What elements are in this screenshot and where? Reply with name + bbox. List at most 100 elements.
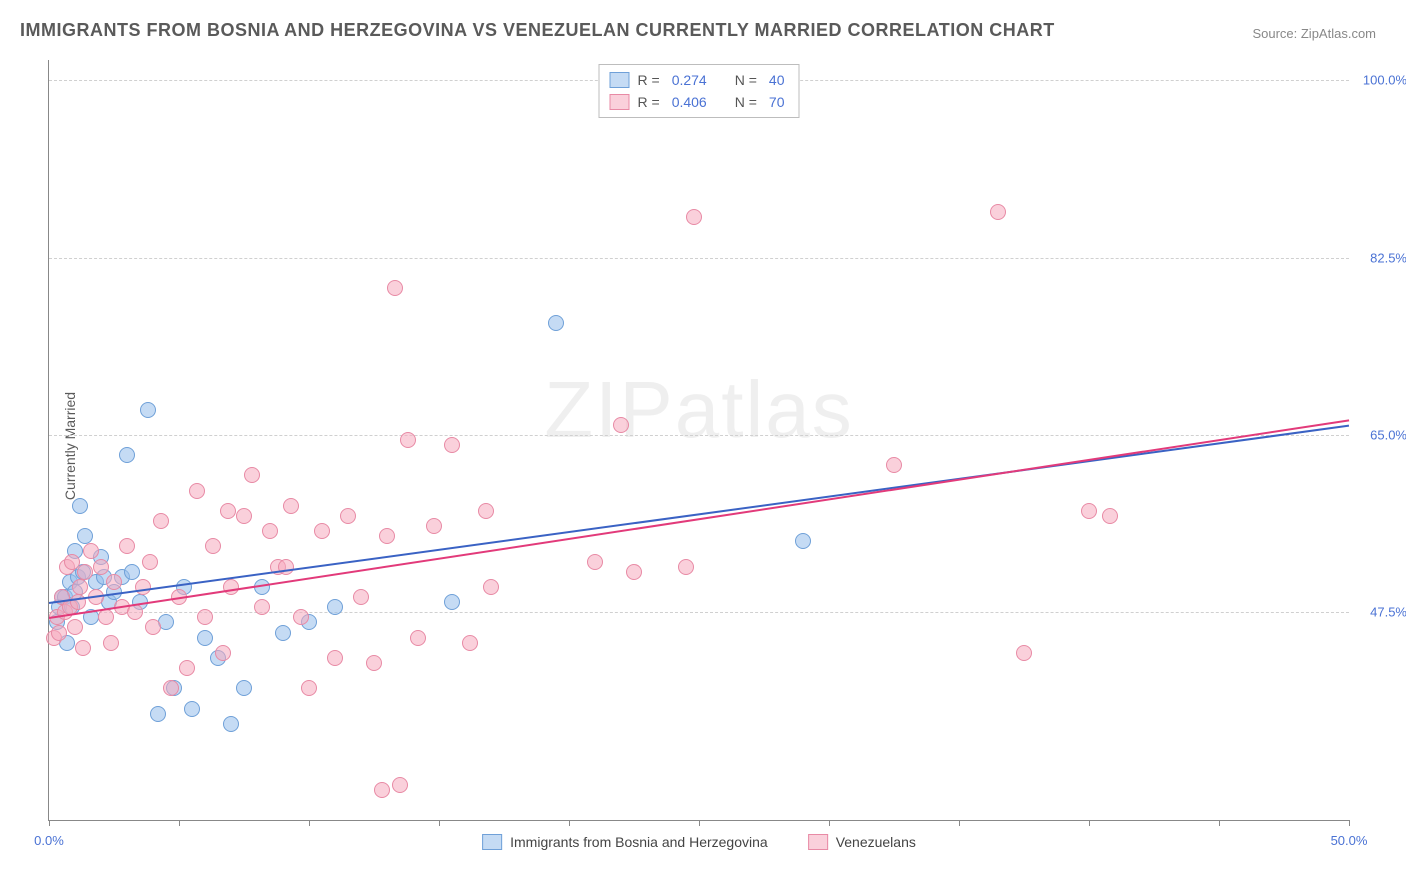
scatter-point-venezuelan [205, 538, 221, 554]
legend-r-value: 0.274 [672, 69, 707, 91]
scatter-point-venezuelan [145, 619, 161, 635]
legend-swatch [482, 834, 502, 850]
scatter-point-venezuelan [444, 437, 460, 453]
scatter-point-venezuelan [1102, 508, 1118, 524]
legend-n-value: 40 [769, 69, 785, 91]
xtick [179, 820, 180, 826]
scatter-point-venezuelan [626, 564, 642, 580]
legend-swatch [610, 72, 630, 88]
scatter-point-venezuelan [189, 483, 205, 499]
scatter-point-bosnia [197, 630, 213, 646]
scatter-point-venezuelan [301, 680, 317, 696]
scatter-point-venezuelan [340, 508, 356, 524]
scatter-point-venezuelan [462, 635, 478, 651]
scatter-point-venezuelan [283, 498, 299, 514]
xtick [309, 820, 310, 826]
xaxis-label-left: 0.0% [34, 833, 64, 848]
watermark: ZIPatlas [544, 364, 853, 456]
scatter-point-venezuelan [686, 209, 702, 225]
ytick-label: 100.0% [1355, 73, 1406, 88]
xtick [959, 820, 960, 826]
scatter-point-venezuelan [119, 538, 135, 554]
scatter-point-venezuelan [886, 457, 902, 473]
scatter-point-venezuelan [379, 528, 395, 544]
source-label: Source: ZipAtlas.com [1252, 26, 1376, 41]
scatter-point-venezuelan [98, 609, 114, 625]
scatter-point-venezuelan [220, 503, 236, 519]
watermark-bold: ZIP [544, 365, 674, 454]
legend-r-label: R = [638, 91, 660, 113]
scatter-point-venezuelan [254, 599, 270, 615]
scatter-point-venezuelan [72, 579, 88, 595]
scatter-point-venezuelan [387, 280, 403, 296]
xtick [49, 820, 50, 826]
xtick [569, 820, 570, 826]
legend-series: Immigrants from Bosnia and Herzegovina Ve… [482, 834, 916, 850]
legend-item: Venezuelans [808, 834, 916, 850]
scatter-point-venezuelan [262, 523, 278, 539]
watermark-thin: atlas [675, 365, 854, 454]
scatter-point-venezuelan [314, 523, 330, 539]
scatter-point-venezuelan [426, 518, 442, 534]
scatter-point-venezuelan [483, 579, 499, 595]
scatter-point-bosnia [72, 498, 88, 514]
scatter-point-venezuelan [353, 589, 369, 605]
scatter-point-bosnia [124, 564, 140, 580]
scatter-point-venezuelan [163, 680, 179, 696]
scatter-point-venezuelan [67, 619, 83, 635]
ytick-label: 47.5% [1355, 605, 1406, 620]
scatter-point-bosnia [795, 533, 811, 549]
legend-stats: R = 0.274 N = 40R =0.406N =70 [599, 64, 800, 118]
legend-label: Venezuelans [836, 834, 916, 850]
scatter-point-venezuelan [75, 640, 91, 656]
scatter-point-bosnia [140, 402, 156, 418]
chart-container: IMMIGRANTS FROM BOSNIA AND HERZEGOVINA V… [0, 0, 1406, 892]
scatter-point-venezuelan [400, 432, 416, 448]
legend-n-label: N = [735, 69, 757, 91]
scatter-point-venezuelan [103, 635, 119, 651]
scatter-point-venezuelan [293, 609, 309, 625]
scatter-point-venezuelan [135, 579, 151, 595]
scatter-point-venezuelan [83, 543, 99, 559]
scatter-point-venezuelan [678, 559, 694, 575]
xtick [1219, 820, 1220, 826]
scatter-point-venezuelan [990, 204, 1006, 220]
legend-row: R =0.406N =70 [610, 91, 789, 113]
scatter-point-venezuelan [374, 782, 390, 798]
scatter-point-venezuelan [106, 574, 122, 590]
scatter-point-venezuelan [179, 660, 195, 676]
scatter-point-bosnia [236, 680, 252, 696]
scatter-point-venezuelan [244, 467, 260, 483]
scatter-point-bosnia [275, 625, 291, 641]
scatter-point-bosnia [119, 447, 135, 463]
ytick-label: 82.5% [1355, 250, 1406, 265]
scatter-point-venezuelan [410, 630, 426, 646]
scatter-point-bosnia [150, 706, 166, 722]
scatter-point-venezuelan [223, 579, 239, 595]
scatter-point-bosnia [184, 701, 200, 717]
legend-n-value: 70 [769, 91, 785, 113]
scatter-point-venezuelan [51, 625, 67, 641]
legend-row: R = 0.274 N = 40 [610, 69, 789, 91]
scatter-point-venezuelan [215, 645, 231, 661]
scatter-point-venezuelan [613, 417, 629, 433]
scatter-point-venezuelan [1081, 503, 1097, 519]
xtick [439, 820, 440, 826]
xtick [829, 820, 830, 826]
gridline [49, 435, 1349, 436]
scatter-point-bosnia [223, 716, 239, 732]
chart-title: IMMIGRANTS FROM BOSNIA AND HERZEGOVINA V… [20, 20, 1055, 41]
xaxis-label-right: 50.0% [1331, 833, 1368, 848]
scatter-point-venezuelan [153, 513, 169, 529]
scatter-point-bosnia [77, 528, 93, 544]
scatter-point-venezuelan [93, 559, 109, 575]
xtick [1349, 820, 1350, 826]
scatter-point-venezuelan [587, 554, 603, 570]
legend-item: Immigrants from Bosnia and Herzegovina [482, 834, 768, 850]
scatter-point-venezuelan [197, 609, 213, 625]
scatter-point-bosnia [548, 315, 564, 331]
gridline [49, 258, 1349, 259]
plot-area: ZIPatlas 47.5%65.0%82.5%100.0%0.0%50.0%R… [48, 60, 1349, 821]
scatter-point-venezuelan [366, 655, 382, 671]
legend-r-label: R = [638, 69, 660, 91]
